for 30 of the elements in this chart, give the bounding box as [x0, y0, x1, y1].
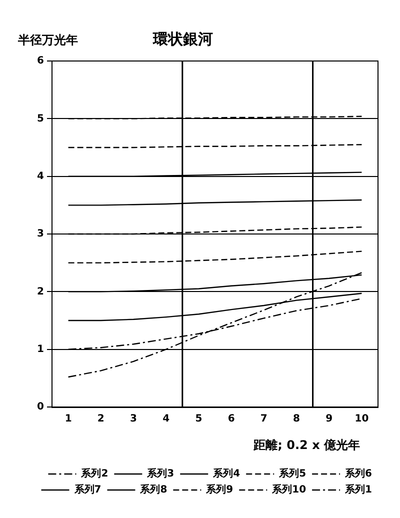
x-tick-label: 9 — [326, 414, 333, 425]
x-tick-label: 1 — [64, 414, 72, 425]
x-tick-label: 8 — [293, 414, 300, 425]
y-tick-label: 0 — [37, 402, 44, 413]
legend-label: 系列6 — [344, 468, 372, 480]
x-tick-label: 10 — [354, 414, 369, 425]
y-tick-label: 1 — [37, 344, 44, 355]
y-tick-label: 6 — [37, 56, 44, 67]
y-tick-label: 5 — [37, 113, 44, 124]
legend-label: 系列10 — [271, 484, 306, 496]
legend-label: 系列7 — [73, 484, 102, 496]
x-tick-label: 4 — [162, 414, 170, 425]
x-tick-label: 3 — [130, 414, 138, 425]
y-tick-label: 3 — [37, 228, 44, 240]
x-tick-label: 5 — [195, 414, 202, 425]
y-tick-label: 4 — [37, 170, 44, 182]
chart-title: 環状銀河 — [152, 30, 213, 48]
y-tick-label: 2 — [37, 286, 44, 298]
legend-label: 系列2 — [80, 468, 108, 480]
legend-label: 系列9 — [205, 484, 234, 496]
y-axis-title: 半径万光年 — [17, 33, 78, 48]
x-tick-label: 7 — [260, 414, 268, 425]
legend-label: 系列8 — [139, 484, 168, 496]
legend-label: 系列3 — [146, 468, 174, 480]
x-tick-label: 2 — [97, 414, 104, 425]
legend-label: 系列5 — [278, 468, 306, 480]
legend-label: 系列4 — [212, 468, 240, 480]
legend-label: 系列1 — [344, 484, 372, 496]
x-tick-label: 6 — [228, 414, 235, 425]
x-axis-title: 距離; 0.2 x 億光年 — [252, 438, 360, 452]
